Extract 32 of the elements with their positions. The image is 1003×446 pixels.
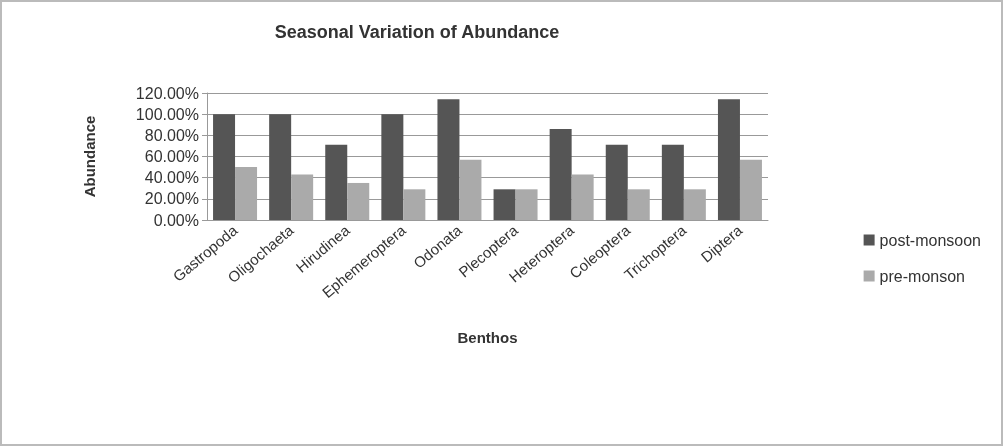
- bar: [437, 99, 460, 220]
- bar: [325, 144, 348, 220]
- bar: [515, 189, 538, 220]
- bar: [739, 159, 762, 220]
- bar: [459, 159, 482, 220]
- bar: [605, 144, 628, 220]
- y-tick-label: 100.00%: [135, 105, 199, 123]
- y-tick-label: 40.00%: [144, 169, 199, 187]
- bar: [235, 167, 258, 220]
- chart-title: Seasonal Variation of Abundance: [274, 22, 560, 42]
- y-axis-title: Abundance: [81, 115, 98, 198]
- bar: [381, 114, 404, 220]
- y-tick-label: 20.00%: [144, 190, 199, 208]
- y-tick-label: 80.00%: [144, 126, 199, 144]
- bar: [627, 189, 650, 220]
- legend-label: post-monsoon: [879, 231, 981, 249]
- bar: [661, 144, 684, 220]
- y-tick-label: 0.00%: [153, 211, 199, 229]
- bar: [493, 189, 516, 220]
- bar: [717, 99, 740, 220]
- bar: [269, 114, 292, 220]
- bar: [403, 189, 426, 220]
- legend-label: pre-monson: [879, 267, 965, 285]
- bar: [213, 114, 236, 220]
- bar: [571, 174, 594, 220]
- bar: [291, 174, 314, 220]
- x-axis-title: Benthos: [457, 329, 518, 346]
- bar: [549, 128, 572, 220]
- y-tick-label: 60.00%: [144, 148, 199, 165]
- bar: [683, 189, 706, 220]
- bar: [347, 182, 370, 220]
- y-tick-label: 120.00%: [135, 84, 199, 102]
